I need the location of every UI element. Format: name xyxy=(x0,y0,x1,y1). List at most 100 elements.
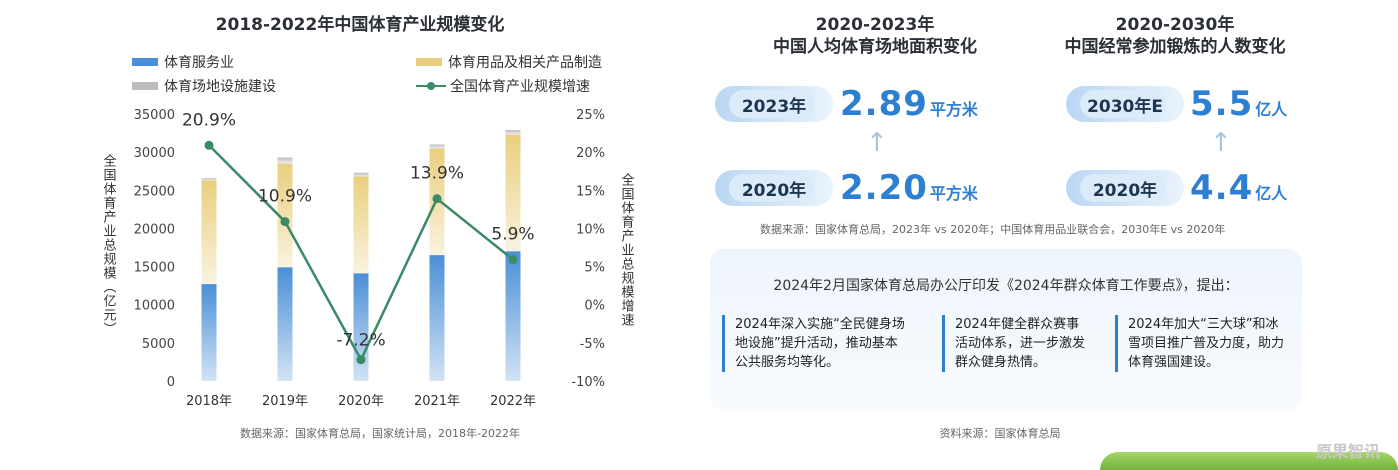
bar-segment xyxy=(429,144,445,149)
growth-point xyxy=(204,140,214,150)
y-tick-label: 30000 xyxy=(134,146,175,161)
policy-item-2: 2024年健全群众赛事活动体系，进一步激发群众健身热情。 xyxy=(942,315,1085,372)
arrow-up-icon: ↑ xyxy=(866,128,888,158)
bar-segment xyxy=(353,273,369,381)
people-title: 2020-2030年 中国经常参加锻炼的人数变化 xyxy=(1040,14,1310,58)
bar-segment xyxy=(201,178,217,181)
area-value-top-number: 2.89 xyxy=(840,84,928,124)
policy-item-3: 2024年加大“三大球”和冰雪项目推广普及力度，助力体育强国建设。 xyxy=(1115,315,1288,372)
y2-tick-label: 20% xyxy=(576,146,605,161)
bar-segment xyxy=(201,180,217,285)
bar-segment xyxy=(277,267,293,381)
growth-data-label: -7.2% xyxy=(336,331,385,351)
x-tick-label: 2022年 xyxy=(490,394,536,409)
people-year-bottom-pill: 2020年 xyxy=(1066,170,1184,206)
people-year-top: 2030年E xyxy=(1087,96,1163,117)
legend-facilities-label: 体育场地设施建设 xyxy=(164,79,276,95)
policy-title: 2024年2月国家体育总局办公厅印发《2024年群众体育工作要点》，提出： xyxy=(773,278,1239,294)
people-title-line2: 中国经常参加锻炼的人数变化 xyxy=(1064,37,1286,57)
people-title-line1: 2020-2030年 xyxy=(1115,15,1235,35)
y-tick-label: 0 xyxy=(167,375,175,390)
chart-title: 2018-2022年中国体育产业规模变化 xyxy=(215,15,505,35)
arrow-up-icon: ↑ xyxy=(1210,128,1232,158)
y-axis-label: 全国体育产业总规模（亿元） xyxy=(101,153,117,336)
legend-facilities: 体育场地设施建设 xyxy=(132,76,276,96)
bar-segment xyxy=(353,172,369,177)
y2-tick-label: -5% xyxy=(580,337,605,352)
bar-segment xyxy=(277,157,293,164)
legend-service-label: 体育服务业 xyxy=(164,55,234,71)
legend-growth-swatch xyxy=(416,81,446,91)
y2-tick-label: 5% xyxy=(584,261,605,276)
x-tick-label: 2018年 xyxy=(186,394,232,409)
y2-tick-label: 15% xyxy=(576,184,605,199)
legend-manufacturing-swatch xyxy=(416,58,442,66)
x-tick-label: 2020年 xyxy=(338,394,384,409)
bar-segment xyxy=(353,176,369,274)
right-source: 数据来源：国家体育总局，2023年 vs 2020年；中国体育用品业联合会，20… xyxy=(760,223,1226,236)
area-value-bottom: 2.20 平方米 xyxy=(840,168,978,208)
growth-point xyxy=(508,255,518,265)
legend-growth: 全国体育产业规模增速 xyxy=(416,76,590,96)
area-year-bottom: 2020年 xyxy=(741,180,807,201)
legend-service-swatch xyxy=(132,58,158,66)
area-year-top: 2023年 xyxy=(741,96,807,117)
area-value-top-unit: 平方米 xyxy=(929,100,978,119)
policy-box: 2024年2月国家体育总局办公厅印发《2024年群众体育工作要点》，提出： 20… xyxy=(710,249,1302,411)
y2-axis-label: 全国体育产业总规模增速 xyxy=(619,172,635,327)
x-tick-label: 2021年 xyxy=(414,394,460,409)
bottom-source: 资料来源：国家体育总局 xyxy=(939,427,1061,440)
legend-manufacturing: 体育用品及相关产品制造 xyxy=(416,52,602,72)
chart-source: 数据来源：国家体育总局，国家统计局，2018年-2022年 xyxy=(240,427,520,440)
people-value-bottom: 4.4 亿人 xyxy=(1190,168,1287,208)
growth-point xyxy=(356,355,366,365)
legend-growth-label: 全国体育产业规模增速 xyxy=(450,79,590,95)
area-year-bottom-pill: 2020年 xyxy=(715,170,833,206)
area-value-top: 2.89 平方米 xyxy=(840,84,978,124)
y-tick-label: 35000 xyxy=(134,108,175,123)
y-tick-label: 20000 xyxy=(134,222,175,237)
y2-tick-label: -10% xyxy=(571,375,605,390)
grass-decoration xyxy=(1100,452,1398,470)
bar-segment xyxy=(505,134,521,252)
area-title-line1: 2020-2023年 xyxy=(815,15,935,35)
y-tick-label: 25000 xyxy=(134,184,175,199)
growth-data-label: 5.9% xyxy=(491,225,534,245)
people-value-top-unit: 亿人 xyxy=(1255,100,1288,119)
bar-segment xyxy=(277,163,293,268)
growth-data-label: 10.9% xyxy=(258,187,312,207)
legend-manufacturing-label: 体育用品及相关产品制造 xyxy=(448,55,602,71)
legend-facilities-swatch xyxy=(132,82,158,90)
y2-tick-label: 25% xyxy=(576,108,605,123)
x-tick-label: 2019年 xyxy=(262,394,308,409)
area-year-top-pill: 2023年 xyxy=(715,86,833,122)
area-title: 2020-2023年 中国人均体育场地面积变化 xyxy=(740,14,1010,58)
bar-line-chart: 0 5000 10000 15000 20000 25000 30000 35000 -10% -… xyxy=(101,108,635,409)
people-value-bottom-unit: 亿人 xyxy=(1255,184,1288,203)
y-tick-label: 5000 xyxy=(142,337,175,352)
bar-segment xyxy=(505,251,521,381)
area-value-bottom-number: 2.20 xyxy=(840,168,928,208)
chart-panel: 2018-2022年中国体育产业规模变化 体育服务业 体育用品及相关产品制造 体… xyxy=(0,0,640,470)
bar-segment xyxy=(505,130,521,135)
growth-point xyxy=(280,217,290,227)
area-title-line2: 中国人均体育场地面积变化 xyxy=(773,37,977,57)
people-value-top-number: 5.5 xyxy=(1190,84,1254,124)
legend-service: 体育服务业 xyxy=(132,52,234,72)
bar-segment xyxy=(429,255,445,381)
growth-data-label: 20.9% xyxy=(182,110,236,130)
area-value-bottom-unit: 平方米 xyxy=(929,184,978,203)
watermark: 原果智讯 xyxy=(1315,442,1380,461)
policy-item-1: 2024年深入实施“全民健身场地设施”提升活动，推动基本公共服务均等化。 xyxy=(722,315,905,372)
people-year-top-pill: 2030年E xyxy=(1066,86,1184,122)
y2-tick-label: 10% xyxy=(576,222,605,237)
y2-tick-label: 0% xyxy=(584,299,605,314)
y-tick-label: 10000 xyxy=(134,299,175,314)
bar-segment xyxy=(201,284,217,381)
y-tick-label: 15000 xyxy=(134,261,175,276)
growth-point xyxy=(432,194,442,204)
growth-data-label: 13.9% xyxy=(410,164,464,184)
people-year-bottom: 2020年 xyxy=(1092,180,1158,201)
people-value-bottom-number: 4.4 xyxy=(1190,168,1254,208)
